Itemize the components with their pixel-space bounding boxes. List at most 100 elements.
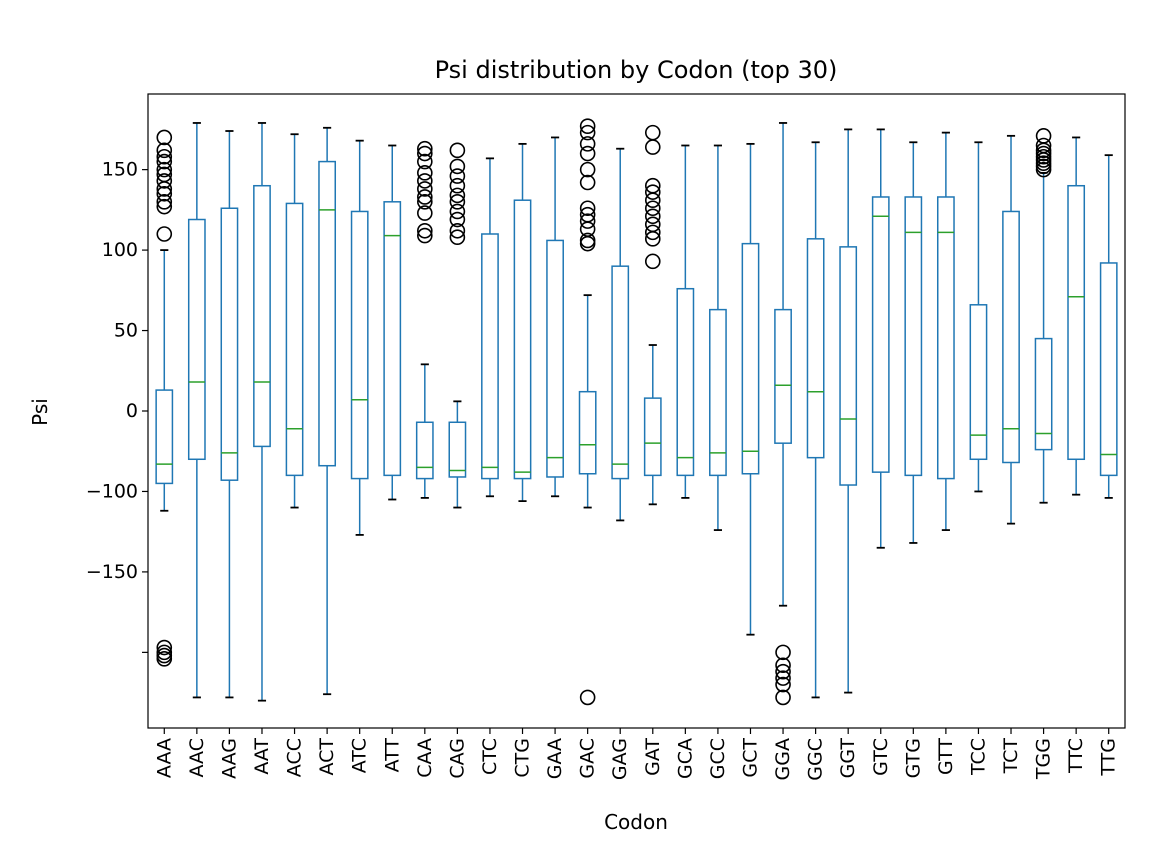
x-tick-label: ATC	[349, 738, 371, 773]
y-tick-label: 100	[102, 239, 138, 261]
outlier-point	[417, 181, 433, 197]
box-group-att	[383, 144, 402, 501]
x-tick-label: CAG	[446, 738, 468, 779]
x-tick-label: GTT	[935, 738, 957, 775]
box-group-ggc	[806, 141, 825, 699]
outlier-point	[156, 651, 173, 667]
box-group-acc	[285, 133, 304, 509]
box-iqr	[578, 390, 597, 475]
outlier-point	[644, 224, 661, 241]
outlier-point	[449, 203, 466, 220]
outlier-point	[775, 676, 791, 693]
x-tick-label: GCA	[674, 738, 696, 779]
outlier-point	[417, 140, 433, 157]
x-tick-label: CAA	[414, 738, 436, 778]
x-tick-label: AAT	[251, 738, 273, 775]
outlier-point	[644, 208, 661, 225]
box-iqr	[350, 210, 369, 480]
outlier-point	[449, 142, 466, 159]
x-tick-label: GGA	[772, 738, 794, 780]
outlier-point	[644, 231, 661, 247]
x-axis: AAA AAC AAG AAT ACC ACT ATC ATT CAA CAG CTC CTG GAA G…	[153, 728, 1120, 781]
outlier-point	[417, 194, 433, 210]
box-iqr	[774, 308, 792, 444]
box-iqr	[415, 421, 434, 480]
outlier-point	[156, 142, 173, 159]
box-group-ctc	[481, 157, 499, 498]
outlier-point	[644, 253, 661, 270]
outlier-point	[449, 177, 466, 194]
outlier-point	[579, 118, 596, 134]
box-iqr	[513, 199, 532, 480]
box-iqr	[839, 246, 858, 486]
box-iqr	[220, 207, 239, 481]
box-group-cag	[448, 142, 467, 509]
x-tick-label: AAA	[153, 738, 175, 778]
box-group-gag	[611, 147, 630, 522]
outlier-point	[449, 194, 466, 210]
box-group-gtg	[904, 141, 923, 544]
box-iqr	[969, 304, 988, 461]
box-iqr	[253, 184, 271, 448]
outlier-point	[449, 222, 466, 239]
box-iqr	[546, 239, 564, 478]
x-tick-label: TCT	[1000, 738, 1022, 775]
outlier-point	[156, 161, 173, 178]
x-tick-label: GAG	[609, 738, 631, 780]
outlier-point	[775, 644, 791, 661]
outlier-point	[579, 136, 596, 152]
outlier-point	[417, 205, 433, 221]
x-axis-label: Codon	[604, 810, 668, 834]
box-group-tgg	[1034, 128, 1053, 504]
outlier-point	[449, 158, 466, 175]
box-group-aat	[253, 122, 271, 702]
x-tick-label: GAT	[642, 738, 664, 776]
x-tick-label: GAA	[544, 738, 566, 779]
box-iqr	[741, 242, 760, 475]
box-iqr	[936, 196, 955, 480]
outlier-point	[579, 161, 596, 178]
x-tick-label: ATT	[381, 738, 403, 773]
x-tick-label: GTG	[902, 738, 924, 778]
x-tick-label: AAC	[186, 738, 208, 777]
outlier-point	[775, 657, 791, 674]
outlier-point	[156, 148, 173, 165]
box-iqr	[1002, 210, 1020, 464]
y-tick-label: 150	[102, 159, 138, 181]
outlier-point	[449, 187, 466, 204]
box-iqr	[904, 196, 923, 477]
outlier-point	[417, 145, 433, 162]
box-iqr	[155, 389, 174, 485]
outlier-point	[156, 185, 173, 202]
box-group-gct	[741, 142, 760, 636]
box-group-gac	[578, 118, 597, 706]
y-tick-label: −150	[86, 561, 138, 583]
box-group-ggt	[839, 128, 858, 694]
x-tick-label: GCC	[707, 738, 729, 779]
x-tick-label: TTC	[1065, 738, 1087, 774]
outlier-point	[156, 639, 173, 656]
outlier-point	[579, 174, 596, 191]
x-tick-label: ACT	[316, 738, 338, 776]
outlier-point	[417, 222, 433, 239]
outlier-point	[417, 189, 433, 205]
outlier-point	[156, 198, 173, 215]
y-tick-label: 50	[114, 320, 138, 342]
box-group-gat	[643, 124, 662, 506]
box-group-ttc	[1067, 136, 1086, 496]
x-tick-label: CTC	[479, 738, 501, 775]
outlier-point	[644, 200, 661, 217]
x-tick-label: TTG	[1098, 738, 1120, 777]
box-iqr	[611, 265, 630, 480]
outlier-point	[417, 165, 433, 181]
box-group-ttg	[1099, 154, 1118, 499]
box-iqr	[709, 308, 727, 477]
outlier-point	[579, 200, 596, 217]
outlier-point	[775, 689, 791, 706]
outlier-point	[579, 124, 596, 141]
outlier-point	[156, 194, 173, 210]
box-iqr	[448, 421, 467, 478]
outlier-point	[644, 139, 661, 155]
